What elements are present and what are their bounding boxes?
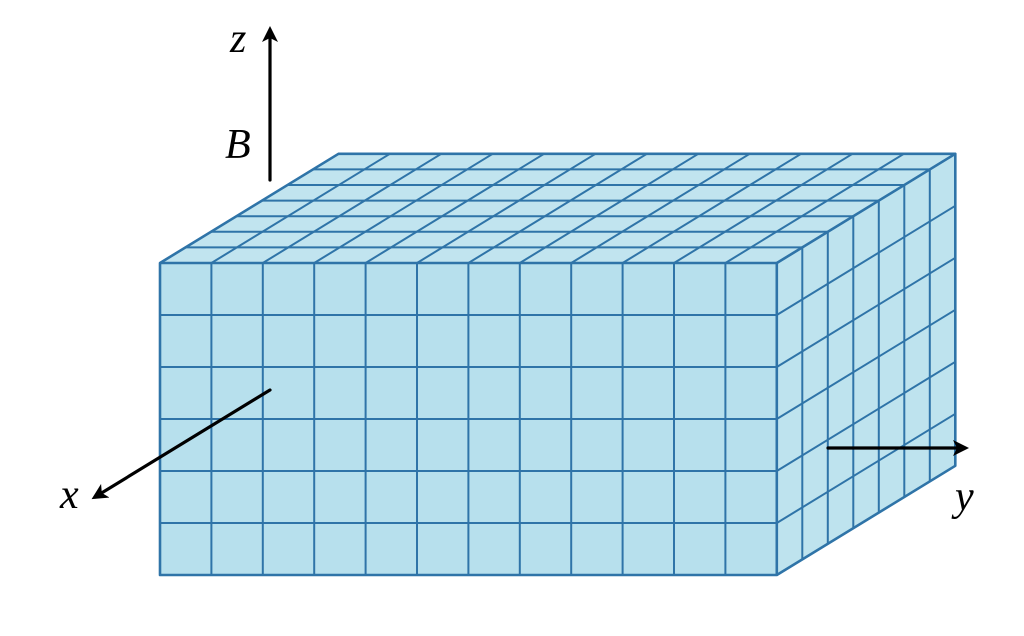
label-z: z [229, 16, 246, 62]
label-box: B [225, 122, 251, 168]
diagram-svg: x y z B [0, 0, 1024, 636]
label-x: x [59, 472, 79, 518]
label-y: y [951, 474, 974, 520]
